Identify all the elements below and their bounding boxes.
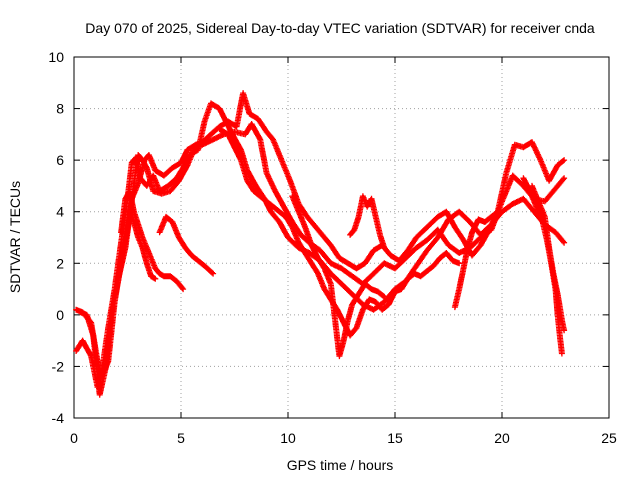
y-tick-label: 8 <box>56 101 64 117</box>
y-tick-label: 2 <box>56 255 64 271</box>
y-tick-label: 0 <box>56 307 64 323</box>
data-marker-trail <box>77 90 568 398</box>
x-tick-label: 10 <box>280 430 296 446</box>
series-arc-8 <box>289 193 388 360</box>
series-arc-5 <box>126 208 159 282</box>
data-marker-trail <box>216 126 463 339</box>
series-arc-7 <box>216 126 463 339</box>
series-arc-4 <box>118 188 187 293</box>
grid-lines <box>74 57 609 418</box>
y-axis-label: SDTVAR / TECUs <box>7 181 23 293</box>
x-tick-label: 20 <box>494 430 510 446</box>
data-marker-trail <box>347 193 388 251</box>
y-tick-label: -2 <box>52 358 65 374</box>
x-axis-label: GPS time / hours <box>287 457 394 473</box>
x-tick-label: 25 <box>601 430 617 446</box>
y-tick-label: 6 <box>56 152 64 168</box>
y-tick-label: 4 <box>56 204 64 220</box>
x-tick-label: 0 <box>70 430 78 446</box>
data-points <box>73 90 568 398</box>
series-arc-12 <box>529 182 568 334</box>
series-arc-6 <box>156 213 217 277</box>
data-marker-trail <box>126 208 159 282</box>
series-arc-9 <box>347 193 388 251</box>
axis-ticks: 0 5 10 15 20 25 -4 -2 0 2 4 6 8 10 <box>48 49 617 446</box>
chart-title: Day 070 of 2025, Sidereal Day-to-day VTE… <box>85 20 595 36</box>
x-tick-label: 5 <box>177 430 185 446</box>
y-tick-label: -4 <box>52 410 65 426</box>
series-arc-10 <box>451 208 501 311</box>
x-tick-label: 15 <box>387 430 403 446</box>
plot-frame <box>73 56 610 419</box>
series-arc-3 <box>77 90 568 398</box>
y-tick-label: 10 <box>48 49 64 65</box>
data-marker-trail <box>156 213 217 277</box>
